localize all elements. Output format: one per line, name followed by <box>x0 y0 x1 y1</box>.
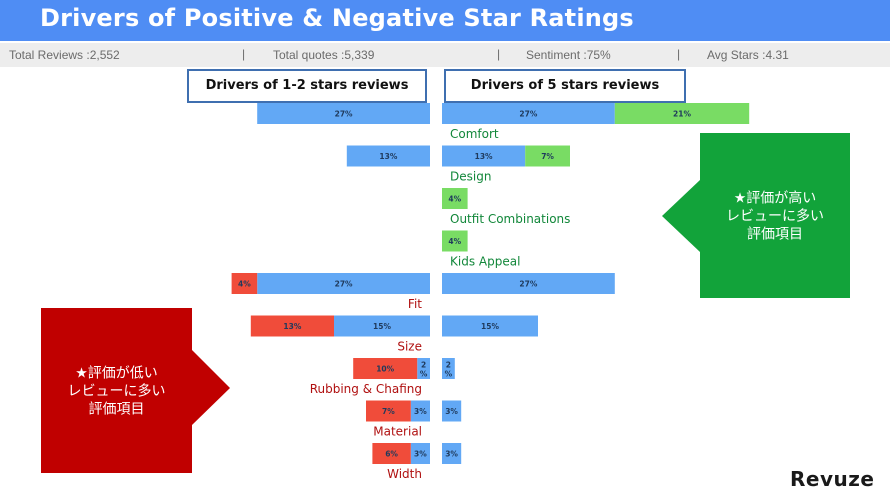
bar-label-right-blue-fit: 27% <box>519 280 537 289</box>
bar-right-blue-design <box>442 145 526 167</box>
positive-callout-box <box>700 133 850 298</box>
bar-right-blue-fit <box>442 273 615 294</box>
category-label-size: Size <box>397 340 422 354</box>
category-label-comfort: Comfort <box>450 127 499 141</box>
bar-label-left-blue-material: 3% <box>414 407 427 416</box>
bar-right-green-outfit-combinations <box>442 188 468 209</box>
title-bar: Drivers of Positive & Negative Star Rati… <box>0 0 890 41</box>
bar-left-red-width <box>372 443 411 464</box>
bar-right-green-design <box>525 145 570 167</box>
bar-label-right-green-comfort: 21% <box>673 110 691 119</box>
stat-total-reviews: Total Reviews :2,552 <box>9 48 120 62</box>
bar-label-left-blue-width: 3% <box>414 450 427 459</box>
positive-callout-line-3: 評価項目 <box>747 227 803 243</box>
bar-left-blue-fit <box>257 273 430 294</box>
bar-right-blue-rubbing-chafing <box>442 358 455 379</box>
bar-label-left-blue-comfort: 27% <box>335 110 353 119</box>
bar-label-left-red-size: 13% <box>283 322 301 331</box>
bar-label-left-blue-design: 13% <box>379 152 397 161</box>
stat-avg-stars: Avg Stars :4.31 <box>707 48 789 62</box>
bar-label-left-red-rubbing-chafing: 10% <box>376 365 394 374</box>
brand-logo: Revuze <box>790 467 875 491</box>
category-label-outfit-combinations: Outfit Combinations <box>450 212 570 226</box>
negative-callout-pointer <box>192 350 230 425</box>
bar-right-green-kids-appeal <box>442 230 468 252</box>
bar-left-red-fit <box>231 273 258 294</box>
category-label-rubbing-chafing: Rubbing & Chafing <box>310 382 422 396</box>
negative-callout-line-2: レビューに多い <box>68 383 166 400</box>
bar-left-red-size <box>250 315 334 337</box>
bar-left-blue-material <box>410 400 430 422</box>
category-label-material: Material <box>373 425 422 439</box>
stats-bar: Total Reviews :2,552 | Total quotes :5,3… <box>0 43 890 67</box>
bar-label-right-blue-size: 15% <box>481 322 499 331</box>
bar-label-right-green-kids-appeal: 4% <box>448 237 461 246</box>
bar-label-right-green-outfit-combinations: 4% <box>448 195 461 204</box>
positive-callout-pointer <box>662 180 700 252</box>
stat-separator: | <box>497 47 501 61</box>
positive-callout-line-1: ★評価が高い <box>734 190 817 207</box>
negative-callout-line-1: ★評価が低い <box>75 366 158 382</box>
bar-left-blue-design <box>346 145 430 167</box>
bar-left-blue-width <box>410 443 430 464</box>
bar-right-blue-comfort <box>442 103 615 124</box>
bar-left-blue-comfort <box>257 103 430 124</box>
bar-label-left-red-material: 7% <box>382 407 395 416</box>
bar-label-right-blue-rubbing-chafing: 2% <box>445 361 453 379</box>
bar-label-right-blue-comfort: 27% <box>519 110 537 119</box>
negative-callout-line-3: 評価項目 <box>89 402 145 418</box>
category-label-kids-appeal: Kids Appeal <box>450 255 520 269</box>
stat-separator: | <box>677 47 681 61</box>
positive-callout-line-2: レビューに多い <box>726 208 824 225</box>
bar-right-blue-size <box>442 315 538 337</box>
stat-total-quotes: Total quotes :5,339 <box>273 48 375 62</box>
category-label-width: Width <box>387 467 422 481</box>
category-label-design: Design <box>450 170 491 184</box>
bar-label-right-blue-material: 3% <box>445 407 458 416</box>
bar-left-red-rubbing-chafing <box>353 358 418 379</box>
stat-sentiment: Sentiment :75% <box>526 48 611 62</box>
bar-left-red-material <box>366 400 411 422</box>
bar-left-blue-size <box>334 315 430 337</box>
bar-label-left-red-width: 6% <box>385 450 398 459</box>
bar-right-green-comfort <box>614 103 750 124</box>
bar-right-blue-material <box>442 400 462 422</box>
bar-label-left-blue-size: 15% <box>373 322 391 331</box>
stat-separator: | <box>242 47 246 61</box>
category-label-fit: Fit <box>408 297 422 311</box>
bar-label-right-blue-width: 3% <box>445 450 458 459</box>
bar-label-left-blue-rubbing-chafing: 2% <box>420 361 428 379</box>
negative-callout-box <box>41 308 192 473</box>
page-title: Drivers of Positive & Negative Star Rati… <box>40 4 634 32</box>
bar-left-blue-rubbing-chafing <box>417 358 430 379</box>
bar-right-blue-width <box>442 443 462 464</box>
header-right-section: Drivers of 5 stars reviews <box>444 69 686 103</box>
bar-label-right-green-design: 7% <box>541 152 554 161</box>
bar-label-right-blue-design: 13% <box>475 152 493 161</box>
header-left-section: Drivers of 1-2 stars reviews <box>187 69 427 103</box>
bar-label-left-red-fit: 4% <box>238 280 251 289</box>
bar-label-left-blue-fit: 27% <box>335 280 353 289</box>
